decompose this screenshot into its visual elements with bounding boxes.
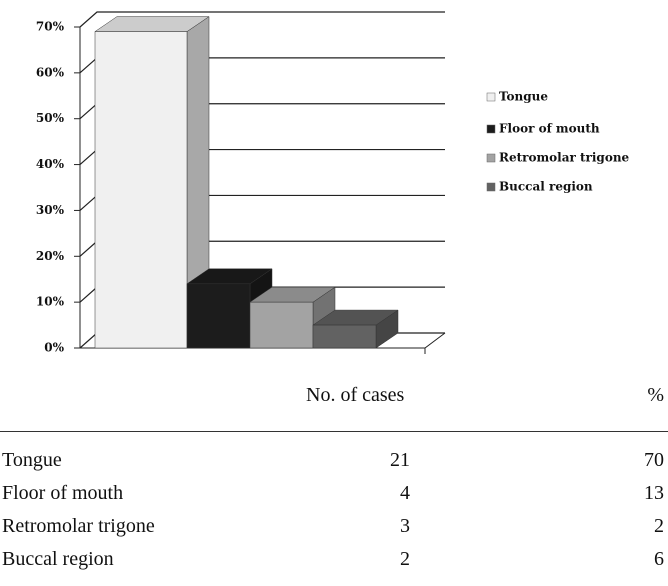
table-cell: 6 — [654, 548, 664, 570]
y-tick-label: 60% — [36, 65, 65, 79]
y-tick-label: 20% — [36, 249, 65, 263]
bar — [312, 324, 377, 349]
legend-label: Retromolar trigone — [499, 151, 630, 165]
y-tick-label: 50% — [36, 111, 65, 125]
chart: 0% 10% 20% 30% 40% 50% 60% 70% Tongue Floor of mo… — [36, 11, 630, 355]
table-cell: 3 — [400, 515, 410, 537]
table-cell: Retromolar trigone — [2, 515, 155, 537]
table-row: Tongue 21 70 — [0, 449, 668, 479]
y-tick-label: 40% — [36, 157, 65, 171]
table-header: No. of cases % — [0, 384, 668, 414]
table-cell: Tongue — [2, 449, 62, 471]
table-cell: Floor of mouth — [2, 482, 124, 504]
legend-label: Buccal region — [499, 180, 593, 194]
legend-swatch — [486, 153, 496, 163]
y-tick-label: 70% — [36, 20, 65, 34]
table-cell: 21 — [390, 449, 410, 471]
header-cell: % — [647, 384, 664, 406]
y-tick-label: 0% — [44, 341, 64, 355]
table-cell: 70 — [644, 449, 664, 471]
table-rule — [0, 431, 668, 432]
table-cell: 2 — [400, 548, 410, 570]
table-cell: Buccal region — [2, 548, 114, 570]
legend-swatch — [486, 92, 496, 102]
y-tick-label: 10% — [36, 295, 65, 309]
legend-label: Tongue — [499, 90, 548, 104]
table-cell: 2 — [654, 515, 664, 537]
table-cell: 13 — [644, 482, 664, 504]
grid-line — [79, 11, 445, 28]
y-tick-label: 30% — [36, 203, 65, 217]
legend-swatch — [486, 124, 496, 134]
legend-swatch — [486, 182, 496, 192]
bar — [249, 301, 314, 349]
table-row: Buccal region 2 6 — [0, 548, 668, 578]
table-row: Floor of mouth 4 13 — [0, 482, 668, 512]
table-cell: 4 — [400, 482, 410, 504]
bar — [94, 31, 188, 349]
table-row: Retromolar trigone 3 2 — [0, 515, 668, 545]
header-cell: No. of cases — [306, 384, 405, 406]
legend-label: Floor of mouth — [499, 122, 600, 136]
bar — [186, 283, 251, 349]
